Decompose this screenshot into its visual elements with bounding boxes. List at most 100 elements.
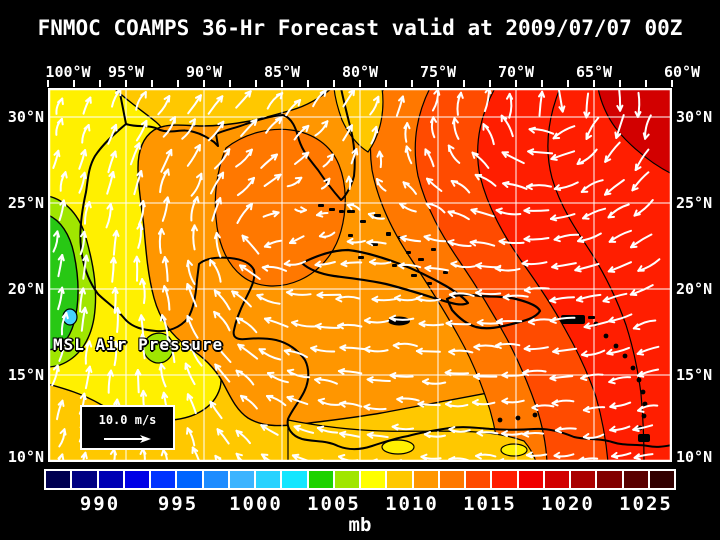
colorbar-cell [492,471,517,488]
wind-arrow [502,181,528,190]
wind-arrow [310,345,336,353]
wind-arrow-head [364,317,371,322]
wind-arrow-head [317,397,326,402]
wind-arrow-head [602,296,609,303]
wind-arrow [214,343,232,363]
wind-arrow-head [63,339,67,347]
wind-arrow [237,343,259,360]
wind-arrow-head [219,197,222,205]
colorbar-cell [597,471,622,488]
wind-arrow-head [470,207,478,211]
wind-arrow [549,316,576,324]
island-antilles-dot [622,353,628,359]
wind-arrow-head [216,428,224,433]
wind-arrow-head [444,369,452,374]
island-antilles-dot [497,417,503,423]
wind-arrow-head [314,260,321,266]
wind-arrow [263,239,282,249]
wind-arrow [506,92,514,119]
pressure-field-svg [48,88,672,462]
wind-arrow-head [193,224,199,232]
wind-arrow [474,173,497,187]
wind-arrow-head [580,374,587,380]
wind-arrow [335,295,361,303]
wind-arrow-head [235,317,244,320]
wind-arrow-head [367,212,376,215]
wind-arrow-head [114,287,119,294]
wind-arrow [633,199,654,217]
wind-arrow [165,338,176,364]
wind-arrow [58,199,67,222]
wind-arrow-head [450,180,459,183]
wind-arrow-head [391,423,399,428]
wind-arrow-head [476,319,484,324]
wind-arrow [207,95,224,115]
wind-arrow [450,260,476,269]
top-tick [411,80,413,87]
wind-arrow [191,224,199,251]
wind-arrow [113,307,121,333]
wind-arrow-head [163,256,169,263]
island-speck [360,220,366,223]
longitude-label: 80°W [341,63,379,81]
wind-arrow [340,260,363,268]
wind-arrow [213,148,231,170]
wind-arrow-head [475,262,483,267]
wind-arrow [538,90,546,117]
wind-arrow-head [227,148,231,156]
wind-arrow-head [611,451,618,458]
top-tick [99,80,101,87]
wind-arrow [526,183,552,191]
wind-arrow-head [187,259,193,266]
wind-arrow [607,313,633,324]
wind-arrow [345,175,353,190]
wind-arrow [213,289,231,311]
island-antilles-dot [630,365,636,371]
wind-arrow-head [339,344,347,349]
wind-arrow [294,151,310,165]
wind-arrow [364,317,390,325]
longitude-label: 70°W [497,63,535,81]
colorbar-tick-label: 1015 [463,493,517,515]
wind-arrow [58,428,67,448]
wind-arrow [342,124,353,142]
wind-arrow-head [475,452,483,457]
wind-arrow-head [502,181,510,185]
wind-arrow-head [551,399,559,405]
wind-arrow-head [397,262,405,267]
latitude-label: 25°N [7,194,44,212]
wind-arrow-head [220,95,224,103]
wind-arrow-head [286,368,295,372]
wind-arrow-head [606,348,613,355]
wind-arrow [186,315,199,339]
wind-arrow [370,125,379,145]
wind-arrow [186,259,196,285]
island-speck [392,264,397,267]
wind-arrow [213,232,222,258]
wind-arrow [291,319,317,328]
wind-arrow [366,431,389,439]
wind-arrow [395,95,405,117]
wind-arrow [159,168,170,194]
wind-arrow-head [495,207,503,212]
wind-arrow [402,181,417,195]
wind-arrow-head [316,291,324,297]
wind-arrow-head [166,196,171,204]
wind-arrow [337,368,363,376]
wind-arrow [551,262,577,270]
wind-arrow [60,311,69,336]
longitude-label: 60°W [663,63,701,81]
wind-arrow-shaft [445,322,472,326]
wind-arrow [82,254,90,280]
wind-arrow-head [583,111,588,119]
wind-arrow [209,259,222,283]
gridlines [48,88,672,462]
wind-arrow [366,376,391,384]
wind-arrow [283,348,308,359]
wind-arrow-head [424,148,431,154]
wind-arrow [582,406,606,413]
wind-arrow-head [339,400,347,405]
wind-arrow [211,197,222,222]
colorbar-cell [387,471,412,488]
wind-arrow-head [299,209,307,214]
